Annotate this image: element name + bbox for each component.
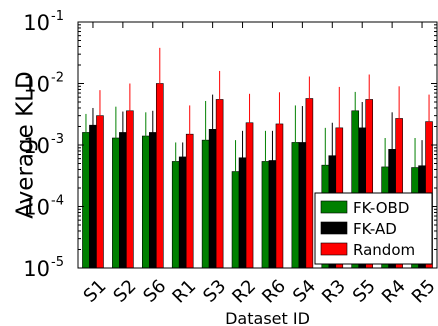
x-tick-label: S3 (199, 276, 230, 307)
y-axis-ticks: 10-510-410-310-210-1 (23, 9, 437, 281)
y-tick-base: 10 (23, 134, 50, 158)
y-tick-label: 10 (23, 257, 50, 281)
x-tick-label: R1 (168, 276, 200, 308)
bar (89, 124, 97, 269)
x-tick-label: R4 (378, 276, 410, 308)
y-tick-exponent: -1 (51, 9, 64, 24)
y-tick-exponent: -2 (51, 71, 64, 86)
y-axis-label: Average KLD (13, 71, 39, 218)
y-tick-label: 10 (23, 11, 50, 35)
legend-swatch (320, 221, 348, 235)
legend-label: FK-OBD (353, 199, 409, 217)
legend: FK-OBD FK-AD Random (314, 192, 433, 265)
legend-label: FK-AD (353, 220, 397, 238)
bar (178, 156, 187, 269)
x-tick-label: S4 (289, 276, 320, 307)
legend-label: Random (353, 241, 415, 259)
x-tick-label: R6 (258, 276, 290, 308)
y-tick-label: 10 (23, 134, 50, 158)
x-tick-label: S1 (80, 276, 111, 307)
error-bars-layer (85, 47, 430, 203)
y-tick-exponent: -4 (51, 194, 64, 209)
y-tick-exponent: -3 (51, 132, 64, 147)
y-tick-base: 10 (23, 196, 50, 220)
legend-swatch (320, 200, 348, 214)
x-tick-label: R2 (228, 276, 260, 308)
y-tick-label: 10 (23, 196, 50, 220)
bar (305, 98, 314, 269)
x-tick-label: S5 (349, 276, 380, 307)
x-axis-label: Dataset ID (225, 309, 310, 326)
bar (82, 132, 90, 269)
x-tick-label: R3 (318, 276, 350, 308)
y-tick-label: 10 (23, 73, 50, 97)
x-tick-label: S2 (109, 276, 140, 307)
y-tick-exponent: -5 (51, 255, 64, 270)
x-tick-label: R5 (408, 276, 438, 308)
y-tick-base: 10 (23, 11, 50, 35)
y-tick-base: 10 (23, 257, 50, 281)
x-tick-label: S6 (139, 276, 170, 307)
legend-swatch (320, 242, 348, 256)
y-tick-base: 10 (23, 73, 50, 97)
